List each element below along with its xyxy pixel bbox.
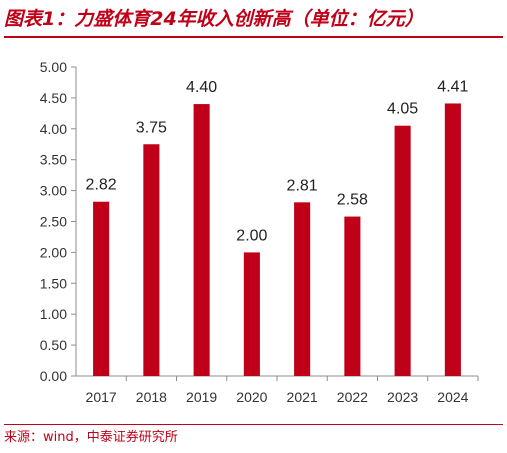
value-labels: 2.82 3.75 4.40 2.00 2.81 2.58 4.05 4.41 [86, 78, 469, 244]
value-label-2023: 4.05 [387, 101, 418, 118]
y-tick-label: 1.00 [40, 306, 67, 322]
x-tick-label-2018: 2018 [136, 389, 167, 405]
y-tick-label: 0.00 [40, 368, 67, 384]
y-tick-label: 2.50 [40, 214, 67, 230]
y-tick-label: 1.50 [40, 275, 67, 291]
value-label-2017: 2.82 [86, 177, 117, 194]
bar-2017 [93, 201, 110, 376]
x-tick-label-2019: 2019 [186, 389, 217, 405]
x-tick-label-2021: 2021 [287, 389, 318, 405]
y-axis-ticks: 0.00 0.50 1.00 1.50 2.00 2.50 3.00 3.50 4.00 4.50… [40, 59, 76, 384]
x-axis-ticks: 2017 2018 2019 2020 2021 2022 2023 2024 [86, 376, 479, 405]
bar-2022 [344, 216, 361, 376]
x-tick-label-2022: 2022 [337, 389, 368, 405]
value-label-2022: 2.58 [337, 192, 368, 209]
value-label-2024: 4.41 [437, 78, 468, 95]
x-tick-label-2020: 2020 [236, 389, 267, 405]
title-divider [4, 36, 503, 38]
bar-2018 [143, 144, 160, 376]
y-tick-label: 3.50 [40, 152, 67, 168]
value-label-2018: 3.75 [136, 119, 167, 136]
bar-2021 [294, 202, 311, 376]
y-tick-label: 4.50 [40, 90, 67, 106]
value-label-2020: 2.00 [236, 227, 267, 244]
x-tick-label-2024: 2024 [437, 389, 468, 405]
bars [93, 103, 461, 377]
x-tick-label-2023: 2023 [387, 389, 418, 405]
value-label-2021: 2.81 [287, 177, 318, 194]
y-tick-label: 0.50 [40, 337, 67, 353]
y-tick-label: 5.00 [40, 59, 67, 75]
bar-2020 [243, 252, 260, 376]
bar-2023 [394, 125, 411, 377]
y-tick-label: 2.00 [40, 244, 67, 260]
chart-title: 图表1：力盛体育24年收入创新高（单位：亿元） [4, 8, 424, 30]
bar-2024 [444, 103, 461, 376]
y-tick-label: 4.00 [40, 121, 67, 137]
bar-2019 [193, 104, 210, 376]
source-divider [4, 424, 503, 425]
y-tick-label: 3.00 [40, 183, 67, 199]
value-label-2019: 4.40 [186, 79, 217, 96]
source-note: 来源：wind，中泰证券研究所 [4, 430, 178, 445]
x-tick-label-2017: 2017 [86, 389, 117, 405]
